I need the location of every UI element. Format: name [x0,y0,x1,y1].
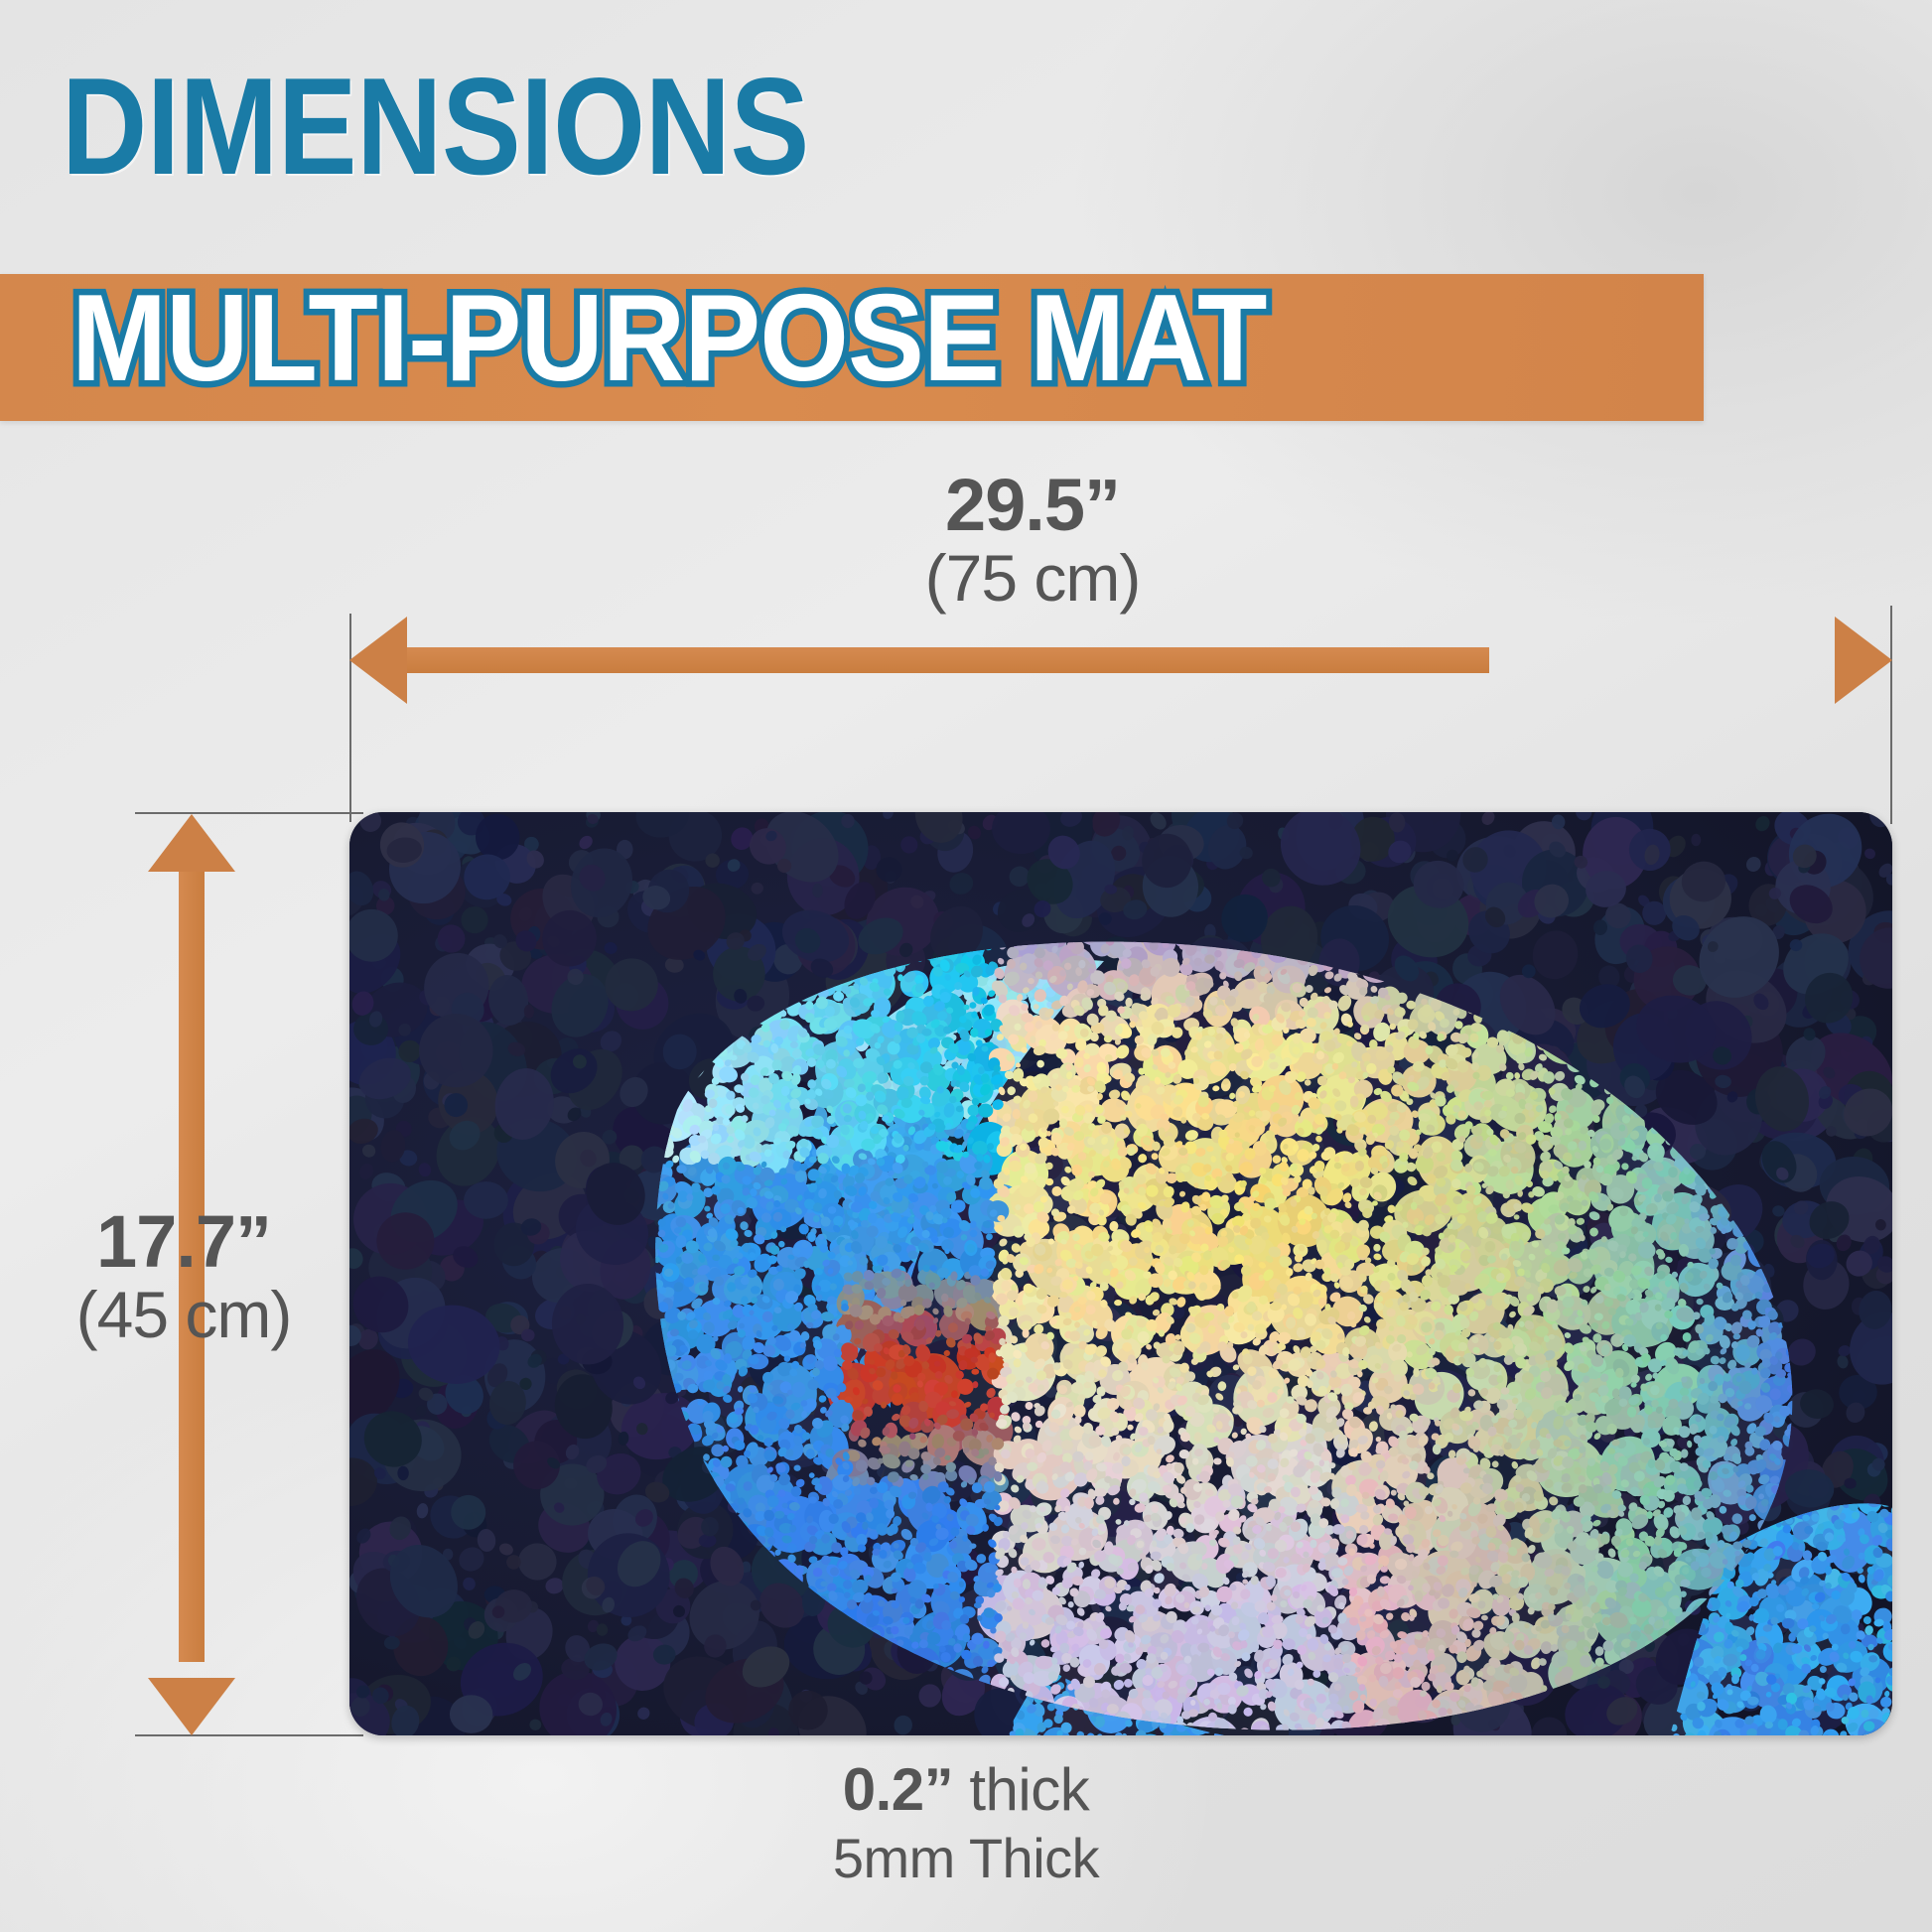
width-arrow-left-head [349,617,407,704]
product-mat-image [349,812,1892,1735]
width-arrow-shaft [401,647,1489,673]
width-dimension-label: 29.5” (75 cm) [824,464,1241,616]
width-value-inches: 29.5” [944,464,1121,546]
mosaic-fish-artwork [349,812,1892,1735]
banner-background [0,274,1704,421]
extension-line-left [349,614,351,822]
height-value-inches: 17.7” [95,1200,272,1283]
height-dimension-label: 17.7” (45 cm) [10,1200,357,1352]
page-title: DIMENSIONS [62,50,809,204]
height-arrow-top-head [148,814,235,872]
thickness-caption: 0.2” thick 5mm Thick [470,1755,1462,1891]
thickness-line-imperial: 0.2” thick [470,1755,1462,1826]
thickness-line-metric: 5mm Thick [832,1826,1100,1889]
width-value-cm: (75 cm) [924,541,1142,616]
width-arrow-right-head [1835,617,1892,704]
height-arrow-bottom-head [148,1678,235,1735]
banner-title: MULTI-PURPOSE MAT [66,270,1274,407]
extension-line-right [1890,606,1892,824]
height-arrow-shaft [179,870,205,1662]
thickness-word: thick [969,1756,1090,1823]
height-value-cm: (45 cm) [75,1278,293,1352]
extension-line-top [135,812,363,814]
thickness-value: 0.2” [842,1756,954,1823]
extension-line-bottom [135,1734,363,1736]
